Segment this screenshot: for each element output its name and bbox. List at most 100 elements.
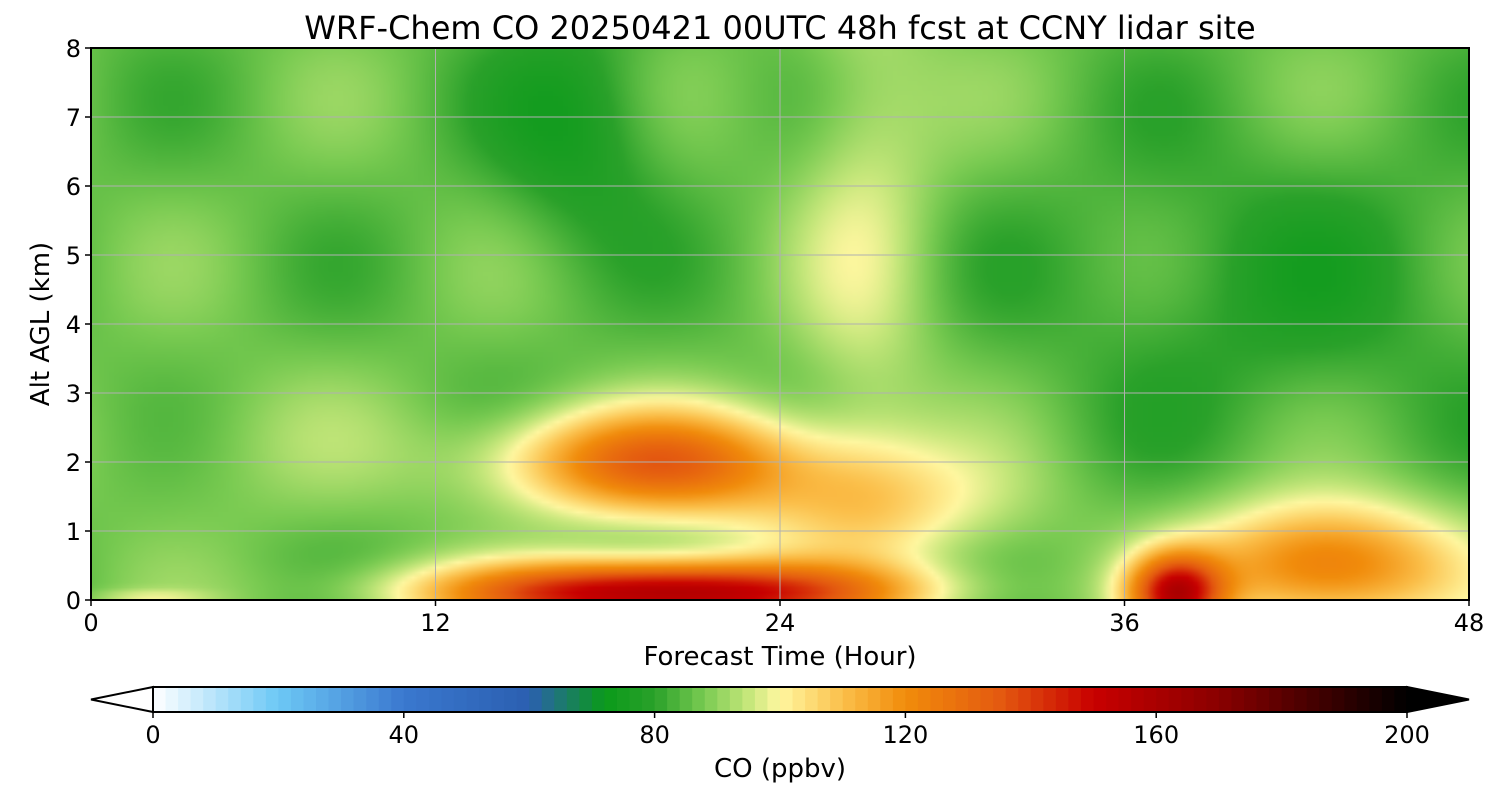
colorbar-segment — [642, 687, 656, 712]
colorbar-segment — [905, 687, 919, 712]
colorbar-segment — [253, 687, 267, 712]
colorbar-segment — [1156, 687, 1170, 712]
colorbar-segment — [165, 687, 179, 712]
colorbar-segment — [491, 687, 505, 712]
colorbar-segment — [930, 687, 944, 712]
colorbar-segment — [453, 687, 468, 712]
colorbar-segment — [780, 687, 794, 712]
colorbar-segment — [203, 687, 217, 712]
colorbar-segment — [729, 687, 743, 712]
colorbar-segment — [855, 687, 869, 712]
colorbar-tick-label: 80 — [639, 721, 670, 749]
x-tick-label: 12 — [420, 609, 451, 637]
colorbar-segment — [993, 687, 1007, 712]
colorbar-segment — [980, 687, 994, 712]
colorbar-segment — [754, 687, 769, 712]
colorbar-segment — [341, 687, 355, 712]
colorbar-segment — [416, 687, 430, 712]
colorbar-segment — [629, 687, 643, 712]
colorbar-segment — [742, 687, 756, 712]
colorbar-segment — [479, 687, 493, 712]
colorbar-extend-low — [90, 685, 154, 714]
colorbar-segment — [1055, 687, 1070, 712]
colorbar-segment — [554, 687, 568, 712]
colorbar-segment — [943, 687, 957, 712]
x-tick-label: 24 — [765, 609, 796, 637]
colorbar-segment — [366, 687, 380, 712]
colorbar-segment — [316, 687, 330, 712]
colorbar-segment — [1356, 687, 1370, 712]
colorbar-segment — [1193, 687, 1207, 712]
colorbar-segment — [1106, 687, 1120, 712]
colorbar-tick-label: 0 — [145, 721, 160, 749]
colorbar-segment — [1093, 687, 1107, 712]
colorbar-segment — [679, 687, 693, 712]
y-tick-label: 0 — [66, 587, 81, 615]
colorbar-segment — [579, 687, 593, 712]
colorbar-tick-label: 160 — [1133, 721, 1179, 749]
colorbar-segment — [303, 687, 317, 712]
colorbar-segment — [1043, 687, 1057, 712]
colorbar-segment — [228, 687, 242, 712]
y-tick-label: 3 — [66, 380, 81, 408]
colorbar-segment — [265, 687, 279, 712]
colorbar: 0 40 80 120 160 200 — [90, 685, 1470, 749]
colorbar-segment — [1394, 687, 1408, 712]
colorbar-segment — [566, 687, 580, 712]
colorbar-label: CO (ppbv) — [714, 754, 846, 784]
colorbar-tick-label: 200 — [1384, 721, 1430, 749]
colorbar-segment — [1168, 687, 1182, 712]
y-tick-label: 4 — [66, 311, 81, 339]
chart-title: WRF-Chem CO 20250421 00UTC 48h fcst at C… — [304, 9, 1255, 47]
x-tick-label: 0 — [83, 609, 98, 637]
colorbar-segment — [692, 687, 706, 712]
colorbar-segment — [278, 687, 292, 712]
colorbar-segment — [892, 687, 906, 712]
colorbar-segment — [1018, 687, 1032, 712]
colorbar-extend-high — [1406, 685, 1470, 714]
colorbar-segment — [378, 687, 392, 712]
colorbar-segment — [391, 687, 405, 712]
colorbar-segment — [441, 687, 455, 712]
colorbar-segment — [1344, 687, 1358, 712]
colorbar-segment — [516, 687, 530, 712]
colorbar-segment — [215, 687, 229, 712]
colorbar-tick-label: 40 — [389, 721, 420, 749]
colorbar-segment — [428, 687, 443, 712]
colorbar-segment — [1231, 687, 1245, 712]
colorbar-frame — [152, 686, 1408, 713]
y-tick-label: 8 — [66, 35, 81, 63]
colorbar-segment — [867, 687, 881, 712]
colorbar-segment — [591, 687, 606, 712]
colorbar-segment — [917, 687, 932, 712]
colorbar-segment — [504, 687, 518, 712]
colorbar-segment — [616, 687, 631, 712]
colorbar-segment — [1381, 687, 1396, 712]
colorbar-segment — [1331, 687, 1345, 712]
colorbar-segment — [1206, 687, 1220, 712]
colorbar-segment — [1030, 687, 1044, 712]
colorbar-segment — [403, 687, 417, 712]
colorbar-segment — [805, 687, 819, 712]
colorbar-segment — [704, 687, 718, 712]
y-tick-label: 7 — [66, 104, 81, 132]
colorbar-segment — [830, 687, 844, 712]
colorbar-segment — [604, 687, 618, 712]
x-axis-label: Forecast Time (Hour) — [643, 642, 916, 672]
colorbar-segment — [767, 687, 781, 712]
y-tick-label: 1 — [66, 518, 81, 546]
colorbar-segment — [842, 687, 856, 712]
colorbar-segment — [466, 687, 480, 712]
y-axis-label: Alt AGL (km) — [26, 242, 56, 406]
colorbar-segment — [654, 687, 668, 712]
colorbar-segment — [1181, 687, 1195, 712]
colorbar-segment — [178, 687, 192, 712]
colorbar-segment — [817, 687, 831, 712]
colorbar-segment — [1243, 687, 1258, 712]
x-tick-label: 48 — [1454, 609, 1485, 637]
colorbar-segment — [880, 687, 894, 712]
colorbar-segment — [968, 687, 982, 712]
colorbar-segment — [529, 687, 543, 712]
